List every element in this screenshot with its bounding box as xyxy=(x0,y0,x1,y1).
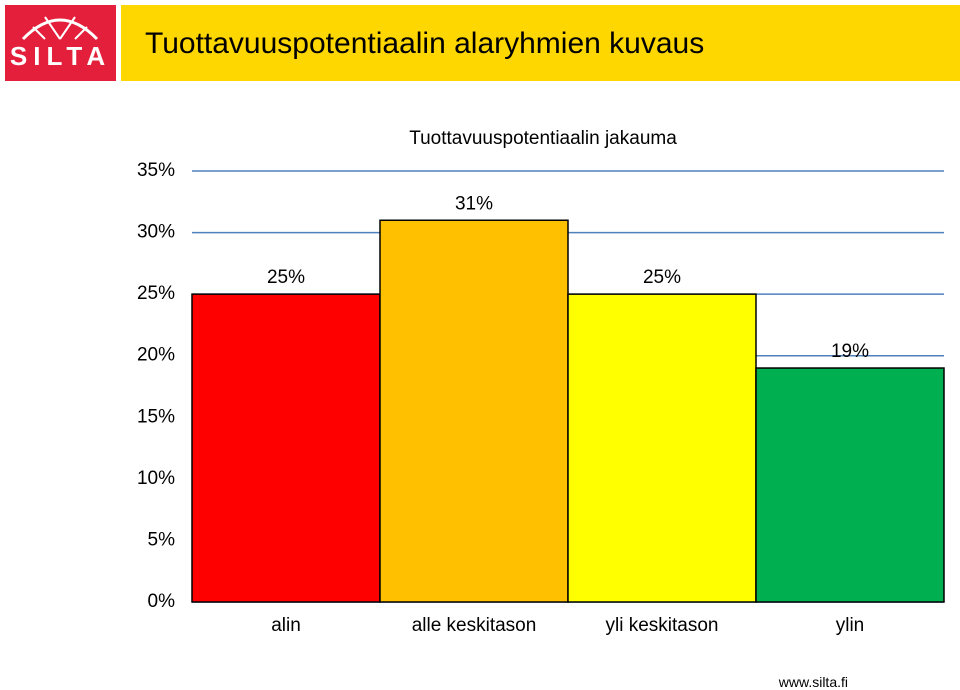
logo-arch xyxy=(21,16,99,41)
y-tick-label: 0% xyxy=(148,591,176,612)
page-title: Tuottavuuspotentiaalin alaryhmien kuvaus xyxy=(145,27,705,60)
header-band: Tuottavuuspotentiaalin alaryhmien kuvaus xyxy=(121,5,960,81)
data-label: 25% xyxy=(267,267,305,288)
x-tick-label: alle keskitason xyxy=(412,615,537,636)
y-tick-label: 30% xyxy=(137,222,175,243)
chart-title: Tuottavuuspotentiaalin jakauma xyxy=(409,128,677,149)
y-tick-label: 25% xyxy=(137,283,175,304)
y-tick-label: 10% xyxy=(137,468,175,489)
bar xyxy=(567,293,757,603)
footer-url: www.silta.fi xyxy=(778,674,848,690)
x-tick-label: alin xyxy=(271,615,301,636)
y-tick-label: 5% xyxy=(148,529,176,550)
bar xyxy=(191,293,381,603)
logo-text: SILTA xyxy=(9,41,112,71)
bar xyxy=(755,367,945,603)
logo: SILTA xyxy=(5,5,116,81)
bar xyxy=(379,219,569,603)
x-tick-label: yli keskitason xyxy=(606,615,719,636)
y-tick-label: 20% xyxy=(137,345,175,366)
data-label: 25% xyxy=(643,267,681,288)
x-tick-label: ylin xyxy=(836,615,865,636)
y-tick-label: 15% xyxy=(137,406,175,427)
data-label: 19% xyxy=(831,341,869,362)
y-tick-label: 35% xyxy=(137,160,175,181)
data-label: 31% xyxy=(455,193,493,214)
